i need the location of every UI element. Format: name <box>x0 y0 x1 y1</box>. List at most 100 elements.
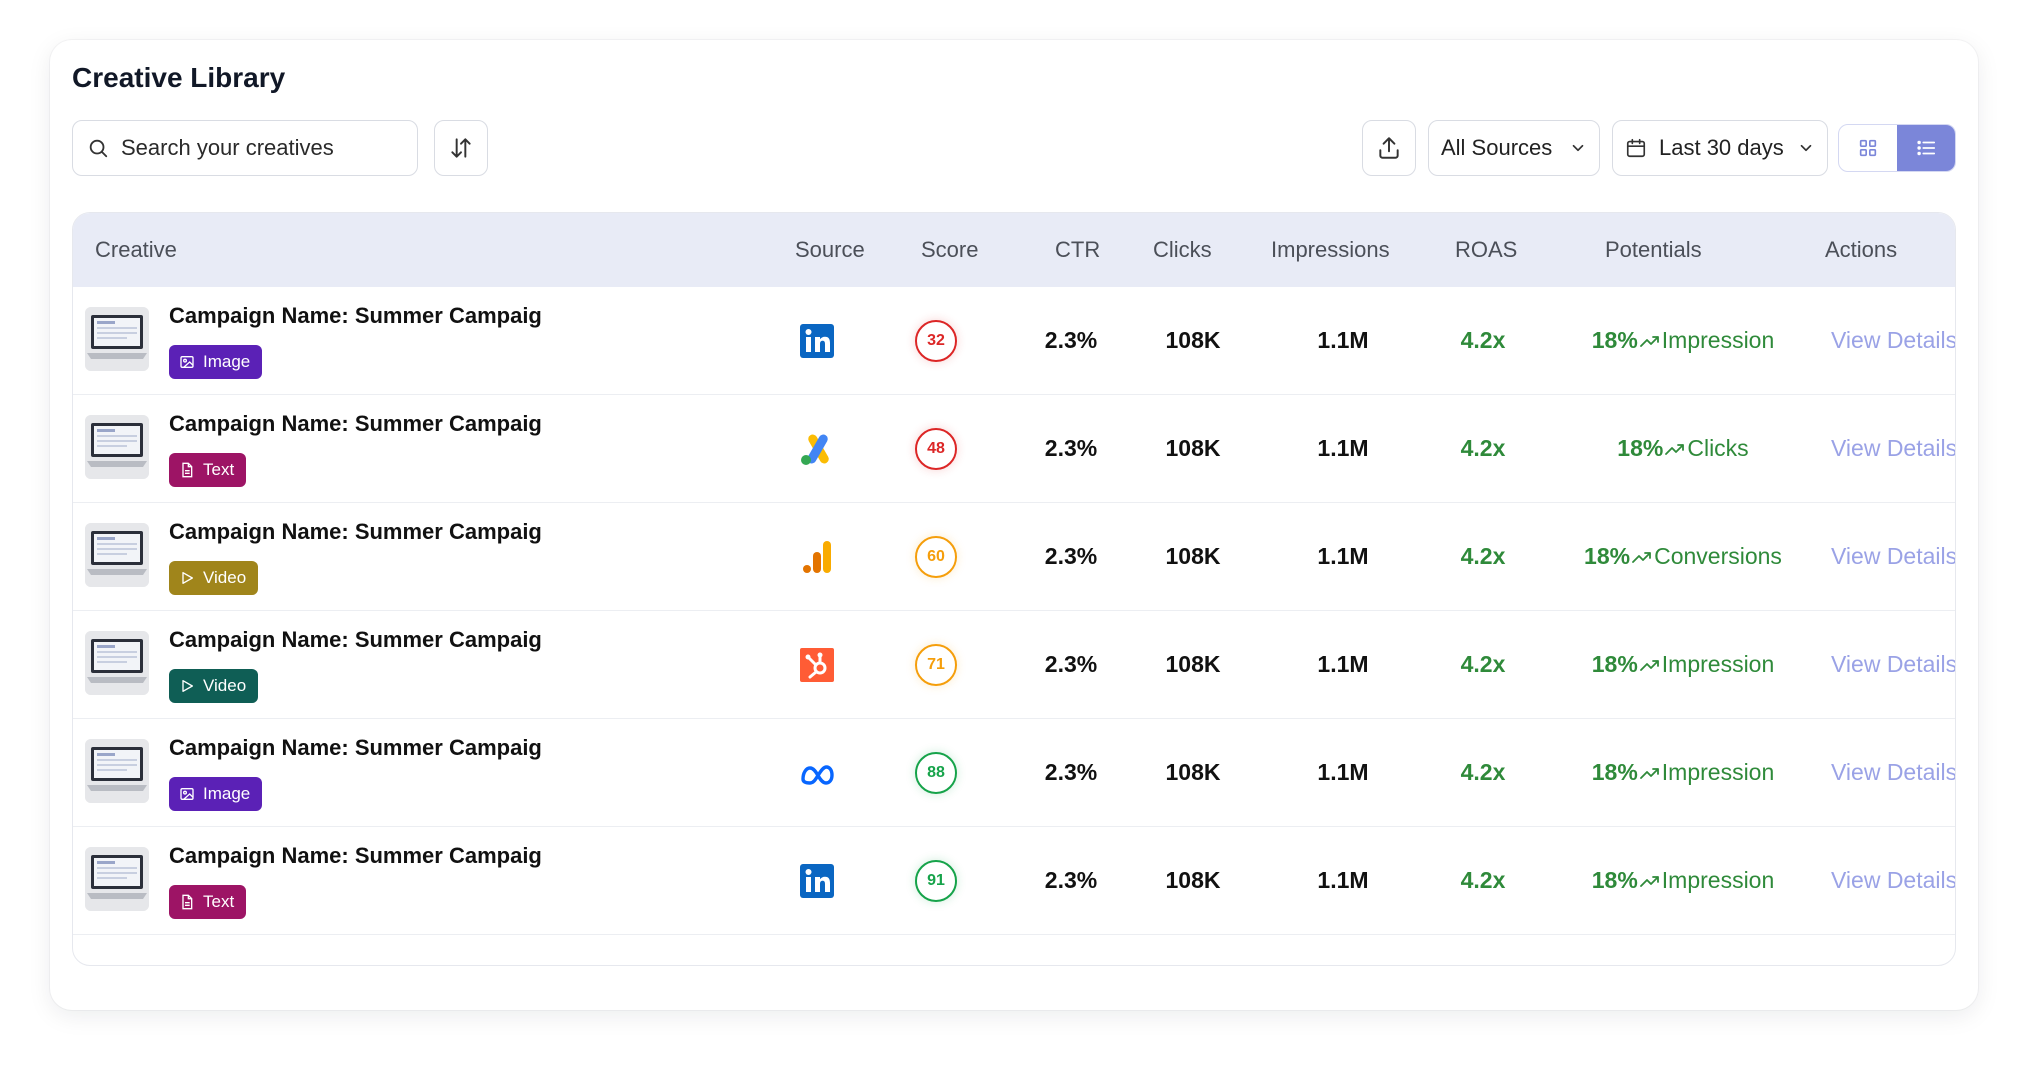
column-header-impressions[interactable]: Impressions <box>1271 237 1390 262</box>
roas-value: 4.2x <box>1460 327 1506 353</box>
roas-value: 4.2x <box>1460 435 1506 461</box>
view-details-label: View Details <box>1831 327 1956 353</box>
search-box[interactable] <box>72 120 418 176</box>
search-input[interactable] <box>121 135 391 161</box>
clicks-value: 108K <box>1165 759 1221 785</box>
column-header-actions: Actions <box>1825 237 1898 262</box>
impressions-value: 1.1M <box>1317 759 1369 785</box>
view-details-link[interactable]: View Details <box>1831 867 1956 894</box>
table-row[interactable]: Campaign Name: Summer Campaig Video 71 2… <box>73 611 1956 719</box>
ctr-value: 2.3% <box>1044 759 1098 785</box>
trending-up-icon <box>1639 660 1659 671</box>
view-details-link[interactable]: View Details <box>1831 759 1955 786</box>
column-header-clicks[interactable]: Clicks <box>1153 237 1212 262</box>
view-details-label: View Details <box>1831 543 1956 569</box>
search-icon <box>89 139 108 158</box>
view-details-label: View Details <box>1831 651 1956 677</box>
potential-value: 18% Conversions <box>1563 543 1803 570</box>
google-ads-icon <box>801 434 829 465</box>
trending-up-icon <box>1639 768 1659 779</box>
ctr-value: 2.3% <box>1044 435 1098 461</box>
play-icon <box>182 680 193 692</box>
view-details-label: View Details <box>1831 867 1956 893</box>
laptop-thumbnail-icon <box>85 307 149 371</box>
clicks-value: 108K <box>1165 867 1221 893</box>
export-button[interactable] <box>1362 120 1416 176</box>
potential-label: Impression <box>1661 327 1775 353</box>
sort-button[interactable] <box>434 120 488 176</box>
sources-dropdown-label: All Sources <box>1441 135 1553 160</box>
potential-label: Impression <box>1661 867 1775 893</box>
table-row[interactable]: Campaign Name: Summer Campaig Text 48 2.… <box>73 395 1956 503</box>
clicks-value: 108K <box>1165 651 1221 677</box>
potential-label: Impression <box>1661 759 1775 785</box>
column-header-source[interactable]: Source <box>795 237 865 262</box>
column-header-ctr[interactable]: CTR <box>1055 237 1101 262</box>
creative-type-label: Text <box>203 460 235 479</box>
view-details-link[interactable]: View Details <box>1831 435 1956 462</box>
campaign-name: Campaign Name: Summer Campaig <box>169 735 542 760</box>
table-row[interactable]: Campaign Name: Summer Campaig Video 60 2… <box>73 503 1956 611</box>
column-header-score[interactable]: Score <box>921 237 979 262</box>
date-range-dropdown[interactable]: Last 30 days <box>1612 120 1828 176</box>
potential-value: 18% Impression <box>1563 867 1803 894</box>
creative-thumbnail[interactable] <box>85 739 149 803</box>
view-details-label: View Details <box>1831 435 1956 461</box>
roas-value: 4.2x <box>1460 651 1506 677</box>
score-badge: 60 <box>915 536 957 578</box>
campaign-name: Campaign Name: Summer Campaig <box>169 303 542 328</box>
creative-thumbnail[interactable] <box>85 523 149 587</box>
campaign-name: Campaign Name: Summer Campaig <box>169 627 542 652</box>
potential-percent: 18% <box>1591 327 1638 353</box>
table-header: Creative Source Score CTR Clicks Impress… <box>73 213 1955 287</box>
creative-type-badge: Video <box>169 561 259 595</box>
score-badge: 71 <box>915 644 957 686</box>
column-header-roas[interactable]: ROAS <box>1455 237 1518 262</box>
table-row[interactable]: Campaign Name: Summer Campaig Image 32 2… <box>73 287 1956 395</box>
grid-view-button[interactable] <box>1839 125 1897 171</box>
view-toggle <box>1838 124 1956 172</box>
view-details-link[interactable]: View Details <box>1831 543 1956 570</box>
creative-thumbnail[interactable] <box>85 307 149 371</box>
creative-thumbnail[interactable] <box>85 415 149 479</box>
roas-value: 4.2x <box>1460 867 1506 893</box>
creative-thumbnail[interactable] <box>85 847 149 911</box>
table-row[interactable]: Campaign Name: Summer Campaig Text 91 2.… <box>73 827 1956 935</box>
hubspot-icon <box>800 648 834 682</box>
creative-type-badge: Image <box>169 345 263 379</box>
list-view-button[interactable] <box>1897 125 1955 171</box>
laptop-thumbnail-icon <box>85 739 149 803</box>
potential-value: 18% Impression <box>1563 651 1803 678</box>
image-icon <box>180 356 194 368</box>
document-icon <box>182 462 193 478</box>
linkedin-icon <box>800 324 834 358</box>
view-details-link[interactable]: View Details <box>1831 327 1956 354</box>
creative-type-badge: Text <box>169 885 247 919</box>
date-range-label: Last 30 days <box>1659 135 1784 160</box>
column-header-creative[interactable]: Creative <box>95 237 177 262</box>
ctr-value: 2.3% <box>1044 867 1098 893</box>
table-row[interactable]: Campaign Name: Summer Campaig Image 88 2… <box>73 719 1955 827</box>
potential-label: Conversions <box>1654 543 1782 569</box>
chevron-down-icon <box>1800 144 1812 152</box>
linkedin-icon <box>800 864 834 898</box>
ctr-value: 2.3% <box>1044 651 1098 677</box>
creative-type-badge: Image <box>169 777 263 811</box>
page-title: Creative Library <box>72 62 286 93</box>
potential-value: 18% Clicks <box>1563 435 1803 462</box>
meta-icon <box>801 765 834 785</box>
impressions-value: 1.1M <box>1317 435 1369 461</box>
view-details-link[interactable]: View Details <box>1831 651 1956 678</box>
creative-type-label: Image <box>203 352 251 371</box>
creative-thumbnail[interactable] <box>85 631 149 695</box>
creative-type-badge: Text <box>169 453 247 487</box>
impressions-value: 1.1M <box>1317 327 1369 353</box>
clicks-value: 108K <box>1165 543 1221 569</box>
creative-type-label: Text <box>203 892 235 911</box>
column-header-potentials[interactable]: Potentials <box>1605 237 1702 262</box>
sources-dropdown[interactable]: All Sources <box>1428 120 1600 176</box>
campaign-name: Campaign Name: Summer Campaig <box>169 843 542 868</box>
impressions-value: 1.1M <box>1317 543 1369 569</box>
chevron-down-icon <box>1572 144 1584 152</box>
campaign-name: Campaign Name: Summer Campaig <box>169 411 542 436</box>
